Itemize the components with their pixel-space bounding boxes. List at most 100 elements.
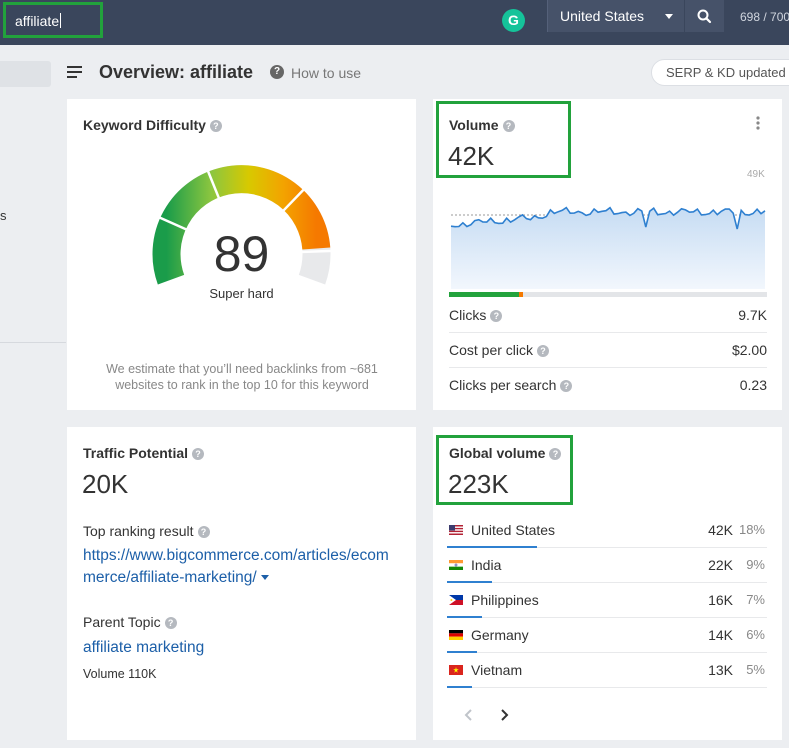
volume-title: Volume	[449, 117, 499, 133]
search-button[interactable]	[685, 0, 724, 32]
page-title: Overview: affiliate	[99, 62, 254, 82]
country-share: 5%	[746, 662, 765, 677]
country-name: Vietnam	[471, 662, 523, 678]
volume-highlight	[436, 101, 571, 178]
chart-max-label: 49K	[747, 169, 765, 180]
global-volume-card: Global volume? 223K United States 42K 18…	[433, 427, 782, 740]
top-ranking-label: Top ranking result	[83, 523, 194, 539]
trend-area	[451, 207, 765, 289]
kd-description: We estimate that you’ll need backlinks f…	[106, 362, 378, 392]
click-share-bar	[449, 292, 767, 297]
country-share-bar	[447, 616, 482, 618]
country-share-bar	[447, 686, 472, 688]
help-icon[interactable]: ?	[537, 345, 550, 357]
keyword-search-input[interactable]: affiliate	[3, 2, 103, 38]
gauge-fill	[152, 165, 331, 285]
kd-title: Keyword Difficulty	[83, 117, 206, 133]
country-row[interactable]: United States 42K 18%	[447, 513, 767, 548]
more-options-icon[interactable]	[753, 116, 763, 132]
philippines-flag-icon	[449, 595, 463, 605]
organic-clicks-fill	[449, 292, 519, 297]
volume-value: 42K	[448, 141, 495, 171]
parent-topic-link[interactable]: affiliate marketing	[83, 639, 205, 656]
metric-value: $2.00	[731, 342, 767, 358]
sidebar-divider	[0, 342, 66, 343]
traffic-potential-title: Traffic Potential	[83, 445, 189, 461]
help-icon[interactable]: ?	[197, 526, 210, 538]
global-volume-highlight	[436, 435, 573, 505]
parent-topic-label: Parent Topic	[83, 614, 161, 630]
gauge-segment-divider	[281, 187, 306, 213]
country-select-label: United States	[560, 8, 645, 24]
how-to-use-link[interactable]: How to use	[291, 65, 362, 81]
help-icon[interactable]: ?	[502, 120, 515, 132]
volume-card: Volume? 42K 49K Clicks? 9.7K Cost per cl…	[433, 99, 782, 410]
country-select[interactable]: United States	[547, 0, 684, 32]
country-share: 6%	[746, 627, 765, 642]
help-icon[interactable]: ?	[490, 310, 503, 322]
country-row[interactable]: India 22K 9%	[447, 548, 767, 583]
kd-value: 89	[213, 226, 270, 282]
metric-label: Clicks	[449, 307, 487, 323]
country-share: 9%	[746, 557, 765, 572]
vietnam-flag-icon	[449, 665, 463, 675]
country-share-bar	[447, 546, 537, 548]
metric-label: Clicks per search	[449, 377, 557, 393]
metric-value: 9.7K	[738, 307, 767, 323]
traffic-potential-value: 20K	[82, 469, 129, 499]
chevron-left-icon[interactable]	[461, 707, 477, 723]
metric-clicks: Clicks? 9.7K	[449, 298, 767, 333]
sidebar-active-item[interactable]	[0, 61, 51, 87]
keyword-difficulty-card: Keyword Difficulty? 89 Super hard We est…	[67, 99, 416, 410]
country-volume: 13K	[708, 662, 733, 678]
grammarly-icon[interactable]: G	[502, 9, 525, 32]
country-share-bar	[447, 651, 477, 653]
country-name: Germany	[471, 627, 529, 643]
volume-trend-chart	[450, 206, 766, 289]
metric-value: 0.23	[739, 377, 767, 393]
chevron-down-icon	[665, 14, 673, 19]
us-flag-icon	[449, 525, 463, 535]
chevron-right-icon[interactable]	[496, 707, 512, 723]
india-flag-icon	[449, 560, 463, 570]
gauge-segment-divider	[157, 215, 189, 232]
country-volume: 42K	[708, 522, 733, 538]
text-caret	[60, 13, 62, 28]
dropdown-icon[interactable]	[260, 575, 269, 580]
help-icon[interactable]: ?	[192, 448, 205, 460]
kd-gauge	[152, 165, 333, 285]
search-icon	[697, 9, 712, 24]
menu-icon[interactable]	[67, 66, 82, 78]
metric-clicks-per-search: Clicks per search? 0.23	[449, 368, 767, 403]
metric-cpc: Cost per click? $2.00	[449, 333, 767, 368]
serp-updated-badge[interactable]: SERP & KD updated	[651, 59, 789, 86]
help-icon[interactable]: ?	[270, 65, 284, 79]
traffic-potential-card: Traffic Potential? 20K Top ranking resul…	[67, 427, 416, 740]
top-ranking-url-link[interactable]: https://www.bigcommerce.com/articles/eco…	[83, 545, 389, 589]
country-row[interactable]: Vietnam 13K 5%	[447, 653, 767, 688]
serp-updated-label: SERP & KD updated	[666, 65, 786, 80]
country-volume: 14K	[708, 627, 733, 643]
gauge-segment-divider	[300, 249, 333, 254]
help-icon[interactable]: ?	[549, 448, 562, 460]
help-icon[interactable]: ?	[560, 380, 573, 392]
gauge-segment-divider	[206, 169, 221, 200]
country-share-bar	[447, 581, 492, 583]
global-volume-value: 223K	[448, 469, 509, 499]
country-volume: 16K	[708, 592, 733, 608]
help-icon[interactable]: ?	[209, 120, 222, 132]
global-volume-title: Global volume	[449, 445, 546, 461]
metric-label: Cost per click	[449, 342, 534, 358]
search-query: affiliate	[15, 13, 60, 29]
country-row[interactable]: Philippines 16K 7%	[447, 583, 767, 618]
country-share: 7%	[746, 592, 765, 607]
parent-topic-volume: Volume 110K	[83, 667, 157, 681]
country-volume: 22K	[708, 557, 733, 573]
country-name: India	[471, 557, 502, 573]
top-bar: affiliate G United States 698 / 700	[0, 0, 789, 45]
kd-level-label: Super hard	[209, 286, 274, 301]
help-icon[interactable]: ?	[164, 617, 177, 629]
country-row[interactable]: Germany 14K 6%	[447, 618, 767, 653]
url-line-1: https://www.bigcommerce.com/articles/eco…	[83, 547, 389, 564]
sidebar-item-label[interactable]: s	[0, 208, 7, 223]
